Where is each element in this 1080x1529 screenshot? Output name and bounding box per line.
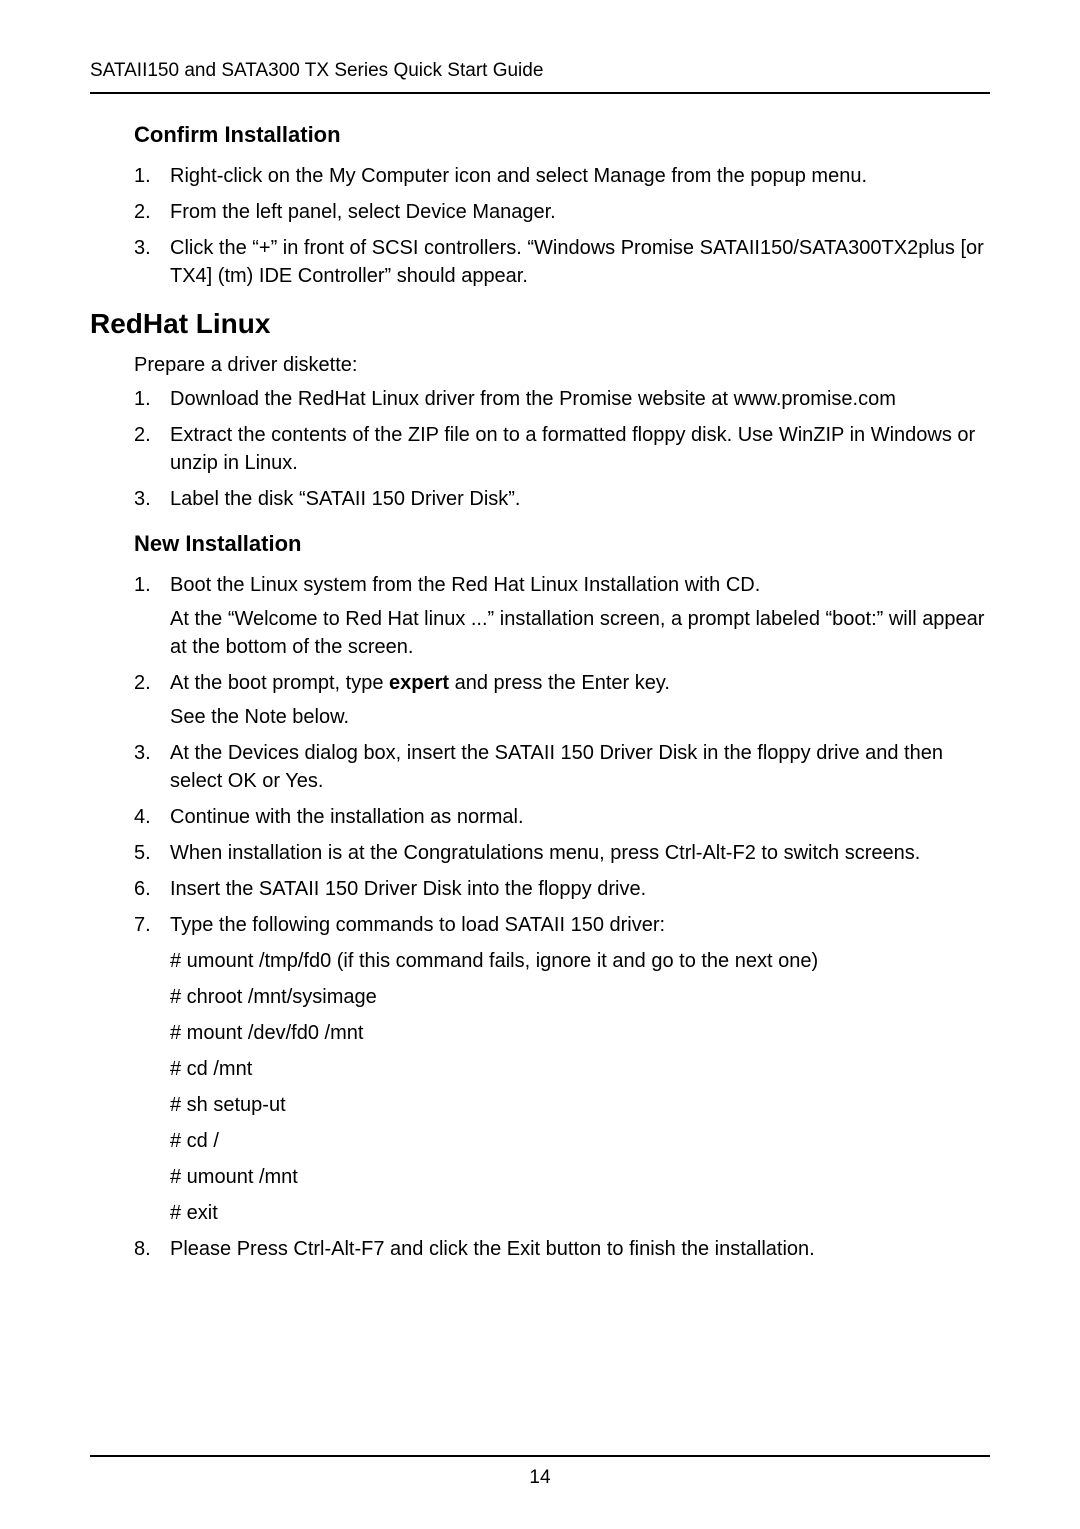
list-item: 6.Insert the SATAII 150 Driver Disk into… bbox=[134, 875, 990, 903]
list-number: 8. bbox=[134, 1235, 170, 1263]
list-number: 1. bbox=[134, 162, 170, 190]
page-header: SATAII150 and SATA300 TX Series Quick St… bbox=[90, 60, 990, 94]
confirm-installation-heading: Confirm Installation bbox=[134, 122, 990, 148]
list-text: Label the disk “SATAII 150 Driver Disk”. bbox=[170, 485, 990, 513]
new-installation-heading: New Installation bbox=[134, 531, 990, 557]
list-text: At the boot prompt, type expert and pres… bbox=[170, 669, 990, 731]
item-post: and press the Enter key. bbox=[449, 672, 670, 694]
list-number: 1. bbox=[134, 571, 170, 661]
list-text: Please Press Ctrl-Alt-F7 and click the E… bbox=[170, 1235, 990, 1263]
list-text: Right-click on the My Computer icon and … bbox=[170, 162, 990, 190]
list-item: 7. Type the following commands to load S… bbox=[134, 911, 990, 1227]
list-number: 2. bbox=[134, 421, 170, 477]
list-item: 5.When installation is at the Congratula… bbox=[134, 839, 990, 867]
item-pre: At the boot prompt, type bbox=[170, 672, 389, 694]
command-line: # mount /dev/fd0 /mnt bbox=[170, 1019, 990, 1047]
item-subtext: See the Note below. bbox=[170, 703, 990, 731]
list-number: 3. bbox=[134, 234, 170, 290]
list-text: Download the RedHat Linux driver from th… bbox=[170, 385, 990, 413]
list-item: 3.Click the “+” in front of SCSI control… bbox=[134, 234, 990, 290]
redhat-linux-heading: RedHat Linux bbox=[90, 308, 990, 340]
list-text: Continue with the installation as normal… bbox=[170, 803, 990, 831]
item-text: Boot the Linux system from the Red Hat L… bbox=[170, 574, 760, 596]
list-text: Insert the SATAII 150 Driver Disk into t… bbox=[170, 875, 990, 903]
list-number: 4. bbox=[134, 803, 170, 831]
list-text: Click the “+” in front of SCSI controlle… bbox=[170, 234, 990, 290]
list-number: 2. bbox=[134, 198, 170, 226]
list-item: 1.Download the RedHat Linux driver from … bbox=[134, 385, 990, 413]
item-bold: expert bbox=[389, 672, 449, 694]
list-item: 8.Please Press Ctrl-Alt-F7 and click the… bbox=[134, 1235, 990, 1263]
list-item: 1. Boot the Linux system from the Red Ha… bbox=[134, 571, 990, 661]
list-number: 1. bbox=[134, 385, 170, 413]
redhat-prepare-list: 1.Download the RedHat Linux driver from … bbox=[134, 385, 990, 513]
command-line: # chroot /mnt/sysimage bbox=[170, 983, 990, 1011]
list-item: 2.From the left panel, select Device Man… bbox=[134, 198, 990, 226]
list-text: Type the following commands to load SATA… bbox=[170, 911, 990, 1227]
list-text: From the left panel, select Device Manag… bbox=[170, 198, 990, 226]
command-line: # umount /mnt bbox=[170, 1163, 990, 1191]
list-item: 4.Continue with the installation as norm… bbox=[134, 803, 990, 831]
list-number: 3. bbox=[134, 739, 170, 795]
command-line: # exit bbox=[170, 1199, 990, 1227]
item-text: Type the following commands to load SATA… bbox=[170, 914, 665, 936]
list-number: 3. bbox=[134, 485, 170, 513]
list-item: 3.At the Devices dialog box, insert the … bbox=[134, 739, 990, 795]
item-subtext: At the “Welcome to Red Hat linux ...” in… bbox=[170, 605, 990, 661]
list-number: 5. bbox=[134, 839, 170, 867]
new-installation-list: 1. Boot the Linux system from the Red Ha… bbox=[134, 571, 990, 1263]
command-line: # cd / bbox=[170, 1127, 990, 1155]
list-number: 7. bbox=[134, 911, 170, 1227]
list-text: At the Devices dialog box, insert the SA… bbox=[170, 739, 990, 795]
confirm-installation-list: 1.Right-click on the My Computer icon an… bbox=[134, 162, 990, 290]
page-footer: 14 bbox=[90, 1455, 990, 1489]
list-item: 2. At the boot prompt, type expert and p… bbox=[134, 669, 990, 731]
command-line: # umount /tmp/fd0 (if this command fails… bbox=[170, 947, 990, 975]
command-line: # sh setup-ut bbox=[170, 1091, 990, 1119]
list-text: Boot the Linux system from the Red Hat L… bbox=[170, 571, 990, 661]
list-item: 2.Extract the contents of the ZIP file o… bbox=[134, 421, 990, 477]
list-text: When installation is at the Congratulati… bbox=[170, 839, 990, 867]
list-text: Extract the contents of the ZIP file on … bbox=[170, 421, 990, 477]
list-item: 3.Label the disk “SATAII 150 Driver Disk… bbox=[134, 485, 990, 513]
command-line: # cd /mnt bbox=[170, 1055, 990, 1083]
list-number: 2. bbox=[134, 669, 170, 731]
list-item: 1.Right-click on the My Computer icon an… bbox=[134, 162, 990, 190]
redhat-intro: Prepare a driver diskette: bbox=[134, 354, 990, 377]
page-number: 14 bbox=[529, 1467, 550, 1488]
list-number: 6. bbox=[134, 875, 170, 903]
